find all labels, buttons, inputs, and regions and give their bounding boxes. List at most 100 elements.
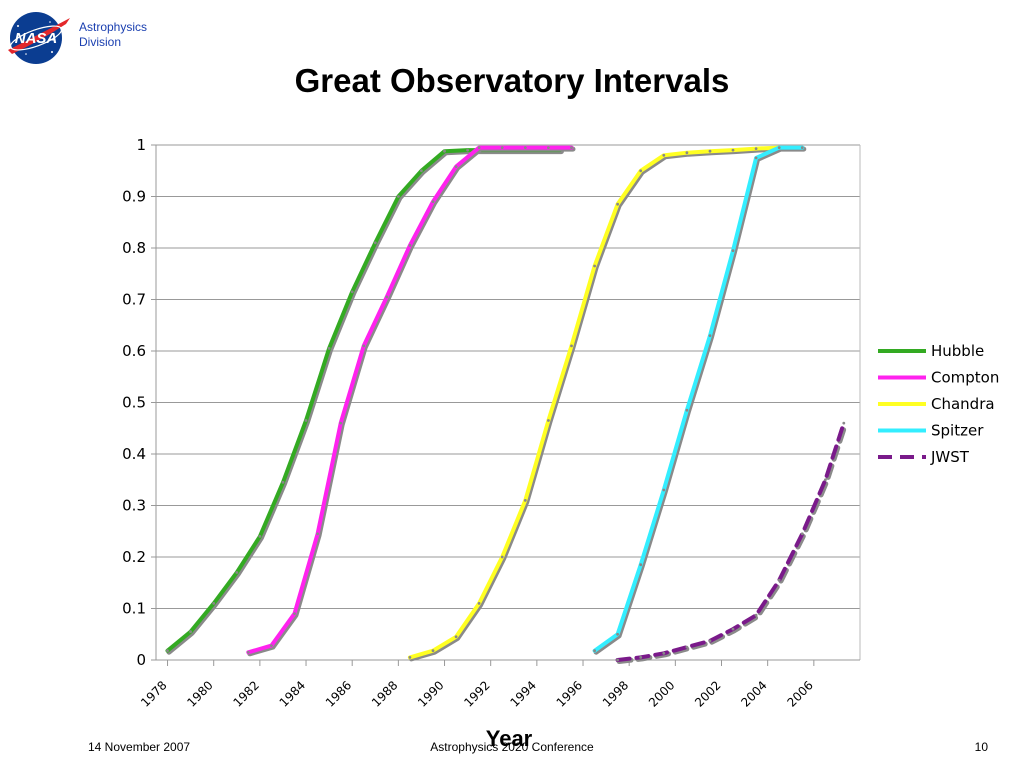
x-tick-label: 2004 — [738, 678, 769, 709]
y-tick-label: 0.7 — [122, 291, 146, 309]
data-point-chandra — [523, 499, 527, 502]
data-point-chandra — [685, 151, 689, 155]
legend-label-jwst: JWST — [930, 448, 970, 466]
data-point-compton — [431, 200, 435, 204]
data-point-compton — [477, 146, 481, 150]
data-point-chandra — [547, 419, 550, 422]
series-shadow-hubble — [166, 149, 564, 655]
data-point-spitzer — [662, 488, 666, 492]
x-tick-label: 1982 — [230, 678, 261, 709]
data-point-compton — [293, 612, 296, 615]
x-tick-label: 2002 — [692, 678, 723, 709]
data-point-hubble — [373, 241, 377, 245]
y-tick-label: 0.3 — [122, 497, 146, 515]
y-tick-label: 0.2 — [122, 548, 146, 566]
y-tick-label: 0.8 — [122, 239, 146, 257]
series-shadow-jwst — [616, 422, 848, 664]
data-point-spitzer — [639, 563, 643, 567]
data-point-spitzer — [754, 156, 758, 160]
footer-page-number: 10 — [974, 740, 988, 754]
y-tick-label: 0.1 — [122, 600, 146, 618]
series-shadow-compton — [247, 146, 576, 657]
data-point-chandra — [500, 555, 504, 559]
data-point-jwst — [662, 651, 666, 655]
data-point-compton — [547, 146, 550, 150]
x-tick-label: 1992 — [461, 678, 492, 709]
series-shadow-spitzer — [593, 146, 807, 655]
data-point-jwst — [708, 639, 712, 643]
data-point-jwst — [777, 578, 781, 582]
data-point-spitzer — [731, 249, 735, 253]
x-tick-label: 2000 — [646, 678, 677, 709]
data-point-spitzer — [800, 146, 804, 150]
series-shadow-chandra — [408, 146, 784, 662]
data-point-hubble — [397, 195, 400, 198]
x-tick-label: 1994 — [507, 678, 538, 709]
data-point-compton — [339, 421, 343, 425]
x-tick-label: 1996 — [554, 678, 585, 709]
data-point-compton — [270, 644, 273, 647]
x-tick-label: 1988 — [369, 678, 400, 709]
data-point-jwst — [731, 627, 735, 631]
data-point-compton — [500, 146, 504, 150]
data-point-compton — [454, 165, 458, 169]
data-point-hubble — [443, 149, 446, 153]
data-point-jwst — [842, 421, 846, 425]
legend-label-chandra: Chandra — [931, 395, 995, 413]
x-tick-label: 1984 — [277, 678, 308, 709]
data-point-compton — [246, 650, 250, 654]
y-tick-label: 0 — [136, 651, 146, 669]
data-point-spitzer — [593, 649, 596, 653]
data-point-chandra — [477, 602, 481, 605]
division-line-2: Division — [79, 35, 122, 49]
nasa-logo-text: NASA — [15, 30, 58, 47]
data-point-jwst — [685, 645, 689, 649]
data-point-chandra — [454, 635, 458, 639]
data-point-compton — [385, 295, 389, 299]
data-point-hubble — [166, 649, 169, 653]
x-tick-label: 1978 — [138, 678, 169, 709]
y-tick-label: 0.4 — [122, 445, 146, 463]
x-tick-label: 1990 — [415, 678, 446, 709]
data-point-hubble — [327, 347, 331, 350]
footer-conference: Astrophysics 2020 Conference — [430, 740, 594, 754]
series-line-hubble — [165, 148, 562, 653]
y-tick-label: 0.6 — [122, 342, 146, 360]
data-point-chandra — [662, 153, 666, 157]
data-point-spitzer — [777, 146, 781, 150]
x-axis-title: Year — [486, 726, 533, 751]
slide-title: Great Observatory Intervals — [294, 62, 730, 99]
y-tick-label: 0.5 — [122, 394, 146, 412]
data-point-hubble — [350, 290, 354, 294]
x-tick-label: 1986 — [323, 678, 354, 709]
data-point-compton — [408, 244, 412, 247]
data-point-spitzer — [616, 632, 619, 636]
data-point-spitzer — [685, 408, 689, 412]
data-point-compton — [362, 344, 366, 348]
data-point-hubble — [235, 571, 239, 574]
data-point-chandra — [708, 149, 712, 153]
footer-date: 14 November 2007 — [88, 740, 191, 754]
series-line-spitzer — [592, 145, 805, 653]
y-tick-label: 1 — [136, 136, 146, 154]
data-point-compton — [570, 146, 573, 150]
x-tick-label: 1998 — [600, 678, 631, 709]
division-label: Astrophysics Division — [79, 20, 189, 50]
legend-label-hubble: Hubble — [931, 342, 984, 360]
data-point-jwst — [616, 658, 619, 662]
data-point-chandra — [639, 169, 643, 173]
data-point-jwst — [800, 532, 804, 536]
data-point-jwst — [754, 613, 758, 617]
data-point-hubble — [420, 169, 423, 173]
legend-label-compton: Compton — [931, 369, 999, 387]
data-point-chandra — [408, 656, 412, 659]
division-line-1: Astrophysics — [79, 20, 148, 34]
y-tick-label: 0.9 — [122, 188, 146, 206]
data-point-hubble — [304, 419, 308, 422]
legend-label-spitzer: Spitzer — [931, 422, 984, 440]
nasa-logo: NASA — [8, 12, 70, 64]
data-point-hubble — [189, 630, 193, 634]
data-point-hubble — [212, 602, 216, 605]
nasa-logo-swoosh — [8, 18, 70, 54]
